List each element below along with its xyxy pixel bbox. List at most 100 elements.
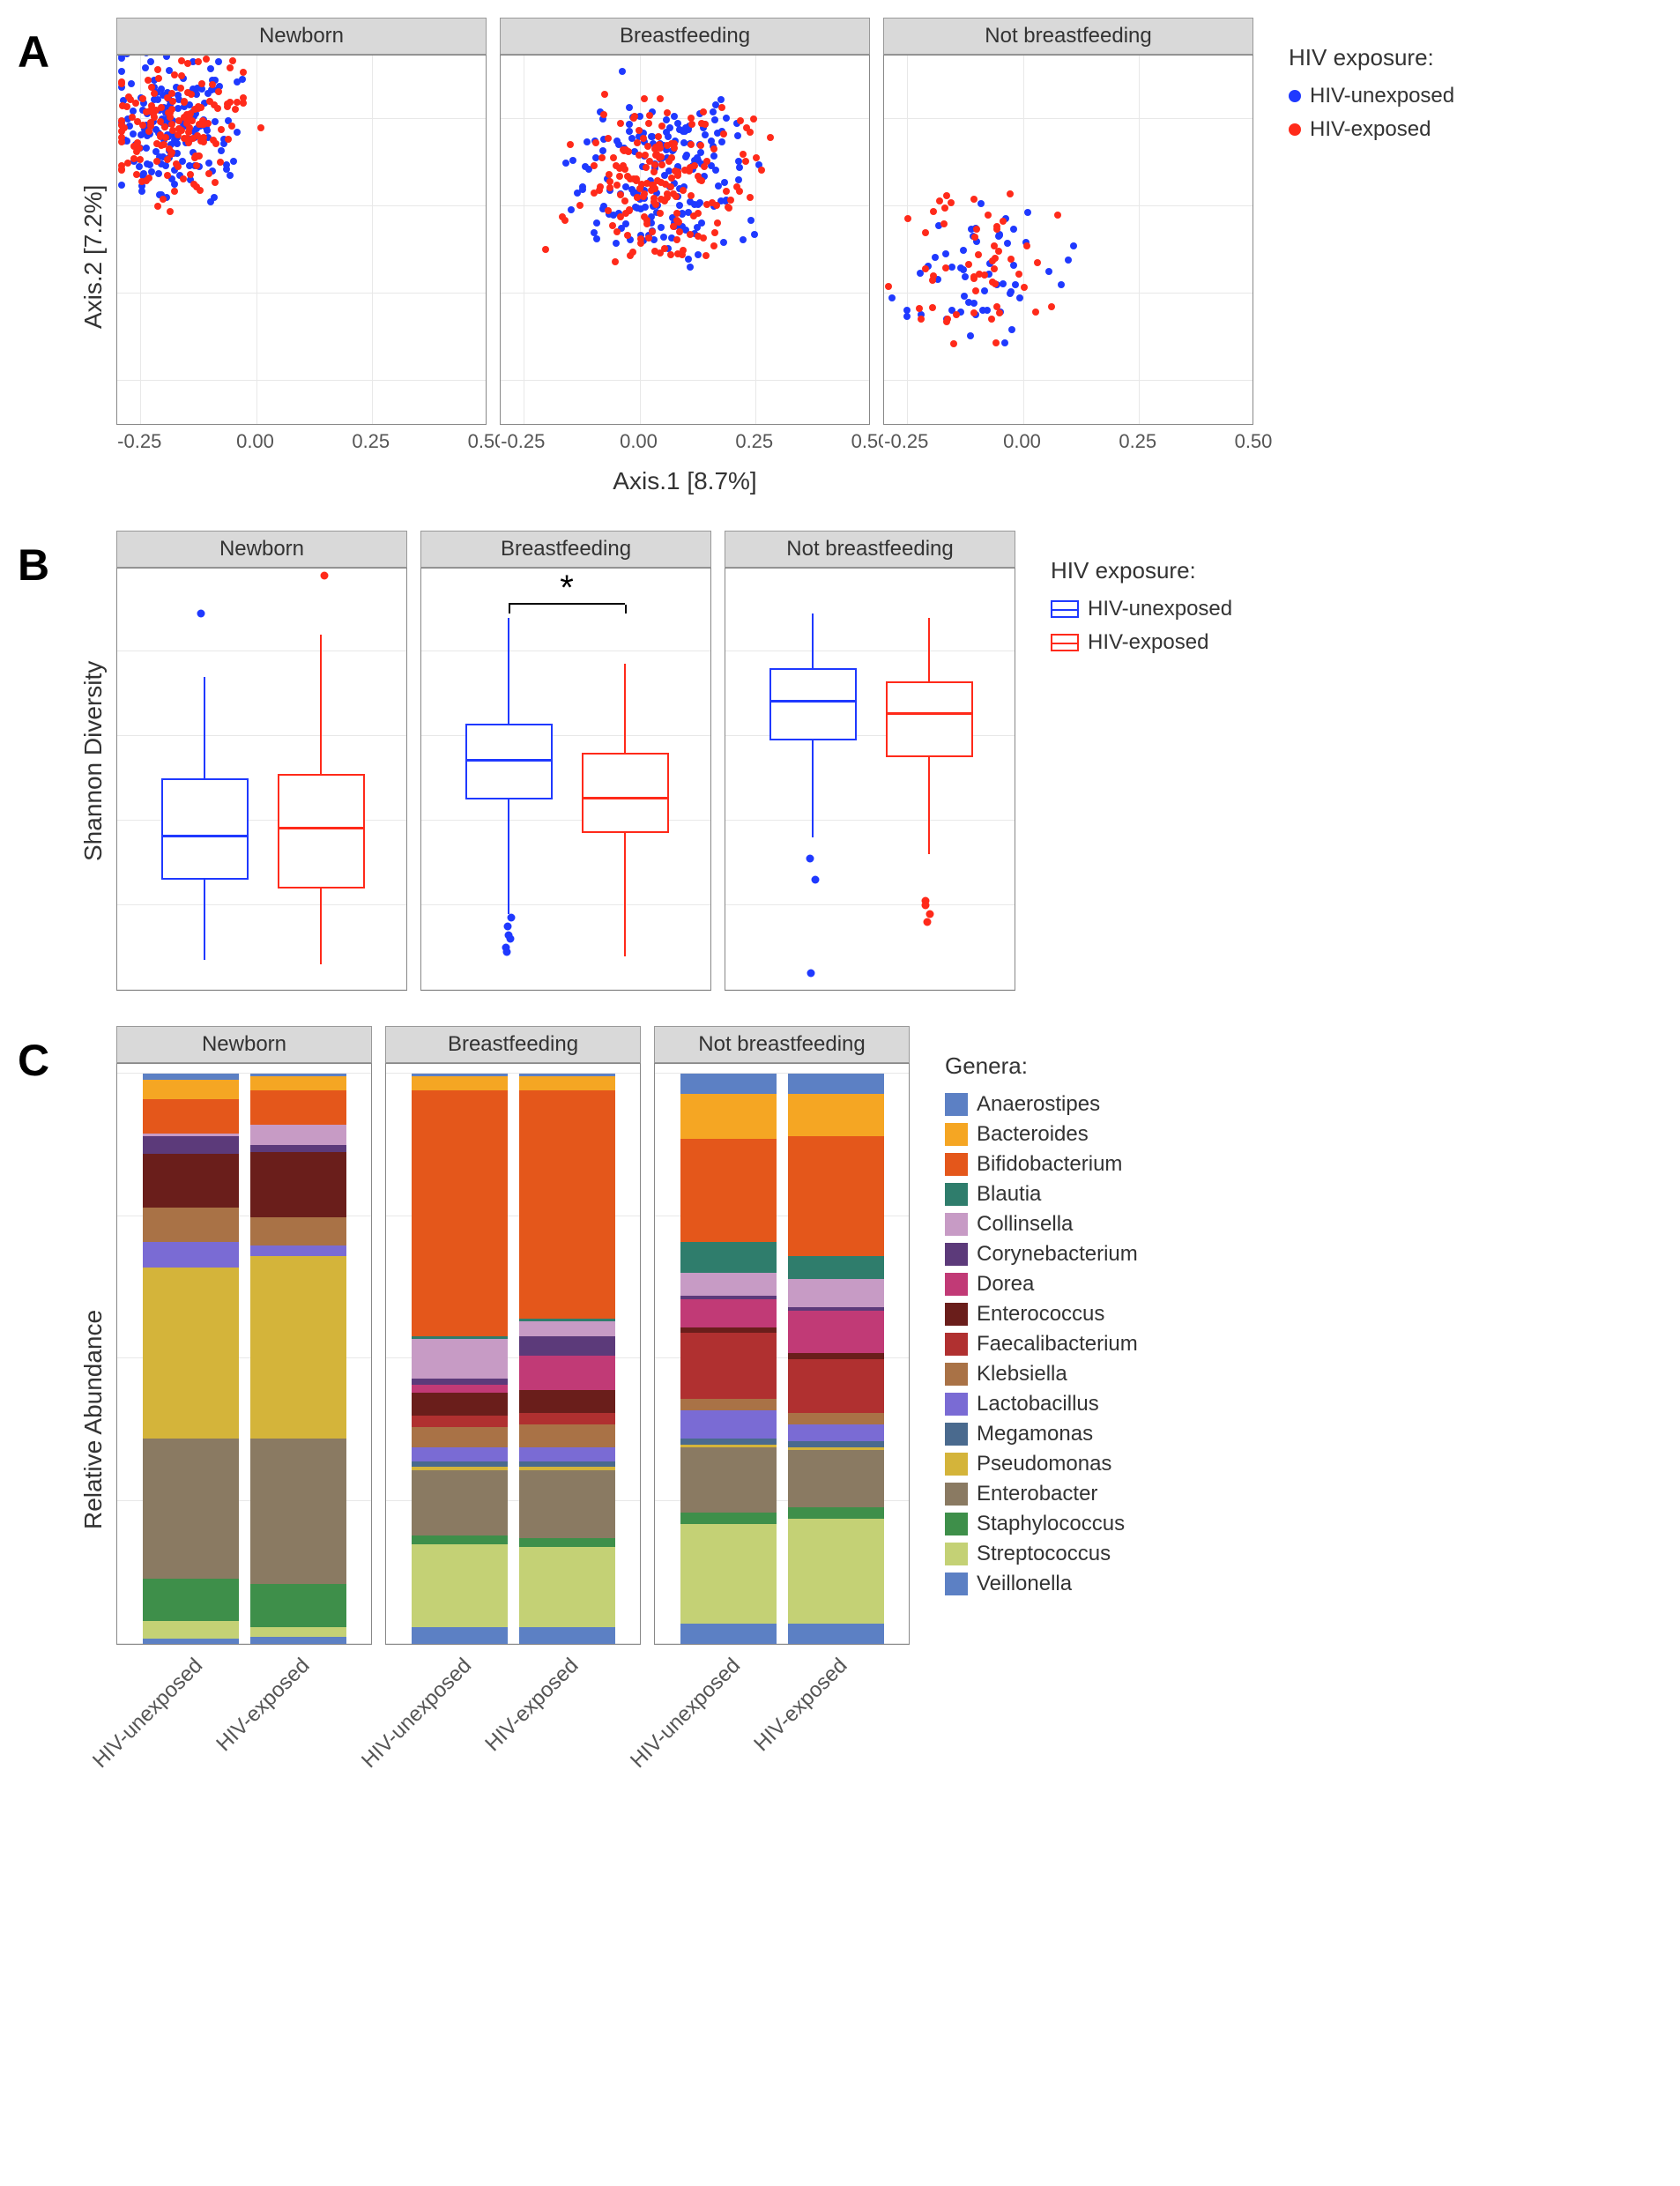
scatter-point	[147, 58, 154, 65]
scatter-point	[660, 234, 667, 241]
scatter-point	[144, 160, 151, 167]
legend-label: Enterococcus	[977, 1302, 1104, 1327]
scatter-point	[137, 156, 144, 163]
scatter-point	[698, 120, 705, 127]
x-tick-label: HIV-unexposed	[357, 1654, 477, 1773]
stacked-bar	[250, 1074, 346, 1644]
scatter-point	[155, 75, 162, 82]
legend-label: Bifidobacterium	[977, 1152, 1122, 1177]
stack-segment	[519, 1321, 615, 1335]
scatter-point	[1007, 290, 1014, 297]
scatter-point	[650, 168, 658, 175]
legend-swatch-icon	[945, 1363, 968, 1386]
scatter-point	[642, 152, 649, 159]
scatter-point	[735, 176, 742, 183]
scatter-point	[186, 162, 193, 169]
panel-a-ylabel: Axis.2 [7.2%]	[79, 71, 108, 442]
scatter-point	[177, 85, 184, 92]
panel-a-facet: Not breastfeeding-0.250.000.250.50	[883, 18, 1253, 460]
stack-segment	[250, 1627, 346, 1638]
panel-a-legend: HIV exposure: HIV-unexposedHIV-exposed	[1289, 18, 1454, 151]
facet-header: Newborn	[116, 18, 487, 55]
scatter-point	[740, 151, 747, 158]
legend-swatch-icon	[945, 1273, 968, 1296]
scatter-point	[646, 112, 653, 119]
scatter-point	[601, 91, 608, 98]
legend-label: HIV-exposed	[1310, 117, 1431, 142]
scatter-point	[644, 143, 651, 150]
scatter-point	[643, 164, 650, 171]
scatter-point	[1045, 268, 1052, 275]
outlier-point	[504, 923, 512, 931]
scatter-point	[228, 123, 235, 130]
scatter-point	[155, 170, 162, 177]
scatter-point	[653, 151, 660, 158]
scatter-point	[203, 56, 210, 63]
legend-item: Streptococcus	[945, 1542, 1138, 1566]
scatter-point	[655, 133, 662, 140]
stack-segment	[143, 1208, 239, 1242]
scatter-point	[605, 207, 612, 214]
scatter-point	[134, 118, 141, 125]
scatter-point	[680, 128, 687, 135]
scatter-point	[227, 172, 234, 179]
scatter-point	[169, 127, 176, 134]
stack-segment	[680, 1447, 777, 1513]
scatter-point	[641, 95, 648, 102]
panel-c-label: C	[18, 1026, 79, 1086]
scatter-point	[976, 271, 983, 278]
legend-swatch-icon	[945, 1303, 968, 1326]
box-exposed	[278, 774, 365, 889]
stack-segment	[412, 1627, 508, 1644]
facet-header: Newborn	[116, 531, 407, 568]
scatter-point	[183, 135, 190, 142]
scatter-point	[212, 140, 219, 147]
stacked-bar	[788, 1074, 884, 1644]
stack-segment	[250, 1076, 346, 1090]
scatter-point	[227, 99, 234, 106]
stack-segment	[519, 1424, 615, 1447]
scatter-point	[234, 129, 241, 136]
x-tick-label: HIV-unexposed	[626, 1654, 746, 1773]
scatter-point	[695, 251, 702, 258]
stack-segment	[250, 1152, 346, 1217]
scatter-point	[703, 201, 710, 208]
scatter-point	[960, 266, 967, 273]
scatter-point	[658, 224, 665, 231]
scatter-point	[167, 109, 174, 116]
scatter-point	[708, 138, 715, 145]
scatter-point	[130, 130, 137, 138]
scatter-point	[123, 103, 130, 110]
stack-segment	[250, 1584, 346, 1627]
legend-swatch-icon	[945, 1513, 968, 1535]
scatter-point	[138, 188, 145, 195]
scatter-point	[642, 204, 649, 211]
scatter-point	[733, 183, 740, 190]
scatter-point	[1010, 226, 1017, 233]
stack-segment	[788, 1507, 884, 1519]
legend-swatch-icon	[945, 1153, 968, 1176]
x-tick-label: HIV-exposed	[750, 1654, 853, 1757]
scatter-plot	[500, 55, 870, 425]
scatter-point	[168, 149, 175, 156]
scatter-point	[698, 219, 705, 227]
legend-swatch-icon	[945, 1123, 968, 1146]
stack-segment	[250, 1245, 346, 1256]
scatter-point	[970, 309, 978, 316]
scatter-point	[137, 55, 144, 56]
scatter-point	[1004, 240, 1011, 247]
scatter-point	[695, 173, 702, 180]
legend-swatch-icon	[945, 1243, 968, 1266]
stack-segment	[680, 1513, 777, 1524]
scatter-point	[941, 204, 948, 212]
stack-segment	[412, 1090, 508, 1335]
scatter-point	[1000, 280, 1007, 287]
scatter-point	[225, 136, 232, 143]
scatter-point	[667, 251, 674, 258]
scatter-point	[218, 147, 225, 154]
scatter-point	[617, 191, 624, 198]
stack-segment	[250, 1217, 346, 1245]
scatter-point	[209, 81, 216, 88]
outlier-point	[320, 571, 328, 579]
panel-a-facet: Breastfeeding-0.250.000.250.50	[500, 18, 870, 460]
